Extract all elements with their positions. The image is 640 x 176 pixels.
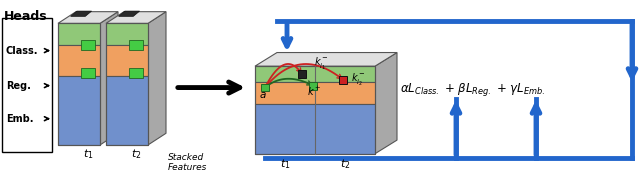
Polygon shape [255, 104, 375, 154]
Text: $\alpha L_{Class.}$ + $\beta L_{Reg.}$ + $\gamma L_{Emb.}$: $\alpha L_{Class.}$ + $\beta L_{Reg.}$ +… [400, 81, 545, 98]
Text: Class.: Class. [6, 46, 38, 56]
Polygon shape [129, 40, 143, 50]
Polygon shape [255, 66, 375, 82]
Polygon shape [100, 12, 118, 145]
Text: Heads: Heads [4, 10, 47, 23]
Polygon shape [261, 84, 269, 92]
Polygon shape [129, 68, 143, 78]
Text: $t_2$: $t_2$ [131, 148, 141, 161]
Text: Reg.: Reg. [6, 81, 31, 91]
Polygon shape [309, 82, 317, 90]
Polygon shape [148, 12, 166, 145]
Polygon shape [106, 12, 166, 23]
Text: Stacked
Features: Stacked Features [168, 153, 207, 172]
Polygon shape [58, 45, 100, 76]
Polygon shape [58, 23, 100, 45]
Polygon shape [70, 11, 92, 16]
Polygon shape [298, 70, 306, 78]
Text: $t_2$: $t_2$ [340, 157, 350, 171]
Polygon shape [255, 82, 375, 104]
Polygon shape [81, 40, 95, 50]
Polygon shape [106, 76, 148, 145]
Polygon shape [2, 18, 52, 152]
Polygon shape [58, 12, 118, 23]
Polygon shape [118, 11, 140, 16]
Text: Emb.: Emb. [6, 114, 33, 124]
Text: $a$: $a$ [259, 90, 267, 100]
Polygon shape [106, 23, 148, 45]
Polygon shape [81, 68, 95, 78]
Text: $t_1$: $t_1$ [83, 148, 93, 161]
Polygon shape [255, 53, 397, 66]
Text: $k^-_{i_2}$: $k^-_{i_2}$ [351, 72, 365, 88]
Text: $k^-_{i_1}$: $k^-_{i_1}$ [314, 56, 329, 72]
Polygon shape [106, 45, 148, 76]
Polygon shape [339, 76, 347, 84]
Text: $k^+$: $k^+$ [307, 85, 321, 98]
Text: $t_1$: $t_1$ [280, 157, 291, 171]
Polygon shape [58, 76, 100, 145]
Polygon shape [375, 53, 397, 154]
